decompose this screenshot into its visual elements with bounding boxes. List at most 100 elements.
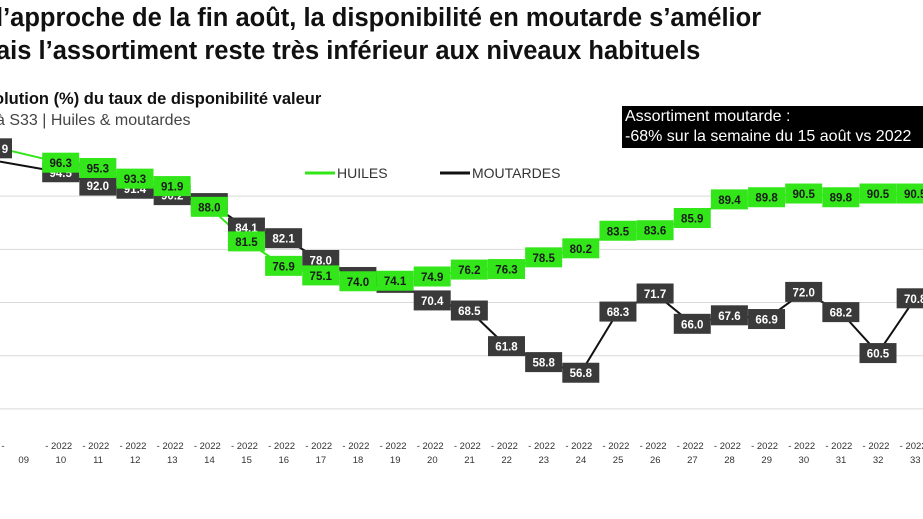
callout-line-1: Assortiment moutarde :: [625, 108, 791, 125]
data-label-bg: [673, 313, 711, 334]
data-label-moutardes: 58.8: [525, 352, 563, 373]
data-label-text: 72.0: [793, 287, 815, 299]
data-label-text: 70.4: [421, 296, 444, 308]
data-label-text: 92.0: [87, 181, 109, 193]
data-label-bg: [636, 220, 674, 241]
data-label-huiles: 96.3: [42, 152, 80, 173]
data-label-bg: [599, 220, 637, 241]
data-label-moutardes: 71.7: [636, 283, 674, 304]
x-tick-week: 19: [390, 455, 401, 466]
data-label-bg: [190, 196, 228, 217]
data-label-huiles: 93.3: [116, 168, 154, 189]
x-tick-week: 11: [93, 455, 103, 466]
data-label-huiles: 85.9: [673, 207, 711, 228]
data-label-bg: [748, 187, 786, 208]
data-label-bg: [413, 290, 451, 311]
data-label-bg: [562, 362, 600, 383]
data-label-text: 70.8: [904, 294, 923, 306]
x-tick-week: 33: [910, 455, 921, 466]
data-label-bg: [896, 183, 923, 204]
x-tick-year: - 2022: [491, 441, 518, 452]
data-label-text: 80.2: [570, 244, 592, 256]
data-label-bg: [376, 270, 414, 291]
data-label-huiles: 83.5: [599, 220, 637, 241]
data-label-bg: [153, 176, 191, 197]
x-tick-week: 20: [427, 455, 438, 466]
data-label-bg: [896, 288, 923, 309]
data-label-huiles: 90.5: [785, 183, 823, 204]
x-tick-year: - 2022: [528, 441, 555, 452]
data-label-huiles: 88.0: [190, 196, 228, 217]
data-label-moutardes: 68.5: [450, 300, 488, 321]
data-label-bg: [79, 175, 117, 196]
data-label-bg: [227, 231, 265, 252]
data-label-bg: [525, 247, 563, 268]
data-label-text: 95.3: [87, 163, 109, 175]
data-label-moutardes: 61.8: [488, 336, 525, 357]
x-tick-year: - 2022: [342, 441, 369, 452]
x-tick-week: 31: [836, 455, 847, 466]
data-label-bg: [525, 352, 563, 373]
legend-label-huiles: HUILES: [337, 165, 388, 181]
x-tick-week: 12: [130, 455, 141, 466]
x-tick-week: 27: [687, 455, 698, 466]
data-label-bg: [339, 271, 377, 292]
data-label-text: 90.5: [867, 189, 890, 201]
data-label-text: 85.9: [681, 213, 703, 225]
data-label-moutardes: 68.2: [822, 302, 860, 323]
data-label-text: 90.5: [904, 189, 923, 201]
data-label-text: 9: [2, 144, 8, 156]
data-label-text: 83.5: [607, 226, 630, 238]
x-tick-year: - 2022: [454, 441, 481, 452]
x-tick-week: 14: [204, 455, 215, 466]
data-label-huiles: 80.2: [562, 238, 600, 259]
x-tick-week: 26: [650, 455, 661, 466]
data-label-text: 74.0: [347, 277, 369, 289]
x-tick-year: - 2022: [380, 441, 407, 452]
data-label-huiles: 76.9: [265, 255, 303, 276]
x-tick-partial: -: [1, 441, 4, 452]
data-label-huiles: 95.3: [79, 157, 117, 178]
x-tick-year: - 2022: [900, 441, 923, 452]
data-label-bg: [822, 302, 860, 323]
data-label-huiles: 89.8: [748, 187, 786, 208]
x-tick-week: 24: [576, 455, 587, 466]
data-label-text: 66.9: [755, 315, 777, 327]
data-label-text: 83.6: [644, 226, 666, 238]
x-tick-year: - 2022: [157, 441, 184, 452]
x-tick-week: 21: [464, 455, 475, 466]
x-tick-year: - 2022: [825, 441, 852, 452]
data-label-huiles: 90.5: [896, 183, 923, 204]
data-label-bg: [748, 309, 786, 330]
x-tick-year: - 2022: [677, 441, 704, 452]
data-label-huiles: 83.6: [636, 220, 674, 241]
data-label-huiles: 74.9: [413, 266, 451, 287]
data-label-moutardes: 92.0: [79, 175, 117, 196]
x-tick-week: 17: [316, 455, 327, 466]
data-label-moutardes: 68.3: [599, 301, 637, 322]
data-label-text: 76.9: [272, 261, 294, 273]
data-label-text: 76.3: [495, 265, 517, 277]
data-label-bg: [302, 250, 340, 270]
x-tick-year: - 2022: [863, 441, 890, 452]
chart-title: l’approche de la fin août, la disponibil…: [0, 2, 923, 68]
data-label-text: 60.5: [867, 349, 890, 361]
data-label-text: 89.8: [830, 193, 853, 205]
data-label-moutardes: 67.6: [710, 305, 748, 326]
data-label-huiles: 74.0: [339, 271, 377, 292]
data-label-bg: [488, 336, 525, 357]
data-label-text: 78.0: [310, 256, 332, 268]
data-label-huiles: 89.8: [822, 187, 860, 208]
data-label-bg: [785, 183, 823, 204]
x-tick-week: 18: [353, 455, 364, 466]
x-tick-week: 13: [167, 455, 178, 466]
data-label-bg: [822, 187, 860, 208]
data-label-huiles: 74.1: [376, 270, 414, 291]
x-tick-week: 16: [278, 455, 289, 466]
data-label-moutardes: 82.1: [265, 228, 303, 249]
data-label-text: 74.1: [384, 276, 407, 288]
data-label-text: 61.8: [495, 342, 518, 354]
x-tick-year: - 2022: [120, 441, 147, 452]
